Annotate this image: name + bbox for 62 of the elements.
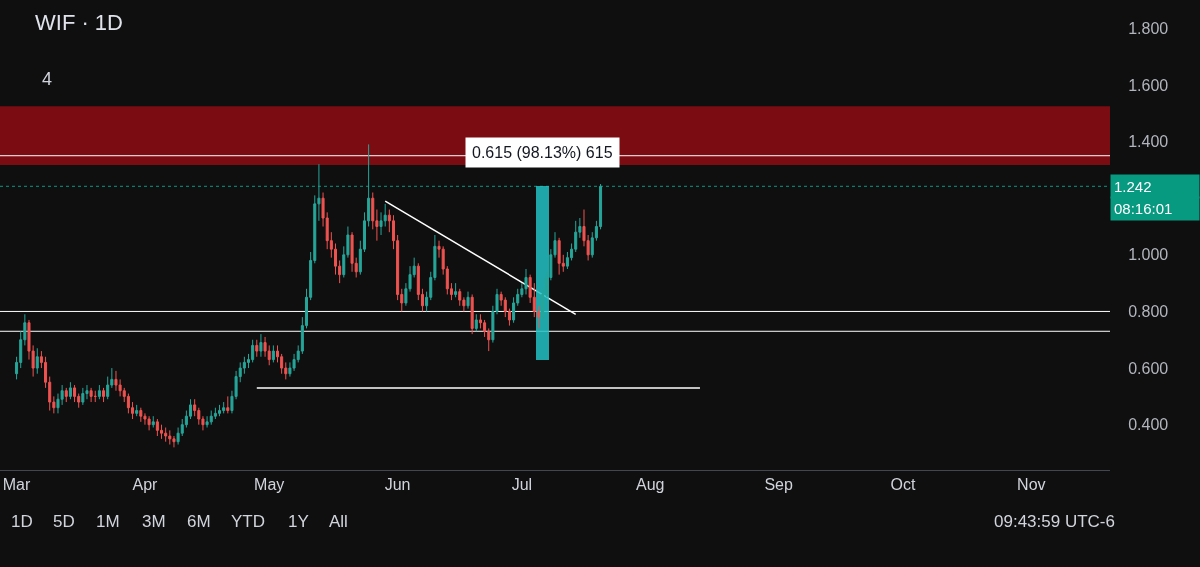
- candlestick: [168, 429, 172, 446]
- candlestick: [557, 237, 561, 276]
- candlestick: [271, 344, 275, 363]
- candlestick: [470, 293, 474, 335]
- candlestick: [218, 404, 222, 417]
- x-tick-label: Jun: [384, 476, 411, 494]
- annotation: 4: [42, 69, 53, 89]
- ref-line-label: 1.242: [1114, 178, 1152, 195]
- text: 6M: [187, 512, 211, 531]
- text: 08:16:01: [1114, 200, 1173, 217]
- text: 09:43:59 UTC-6: [994, 512, 1115, 531]
- candlestick: [226, 395, 230, 414]
- candlestick: [454, 282, 458, 298]
- candlestick: [143, 412, 147, 426]
- y-tick-label: 0.600: [1128, 359, 1169, 377]
- candlestick: [524, 268, 528, 295]
- candlestick: [466, 291, 470, 310]
- text: All: [329, 512, 348, 531]
- candlestick: [474, 313, 478, 332]
- candlestick: [81, 387, 85, 406]
- text: 1D: [11, 512, 33, 531]
- candlestick: [97, 384, 101, 400]
- candlestick: [259, 333, 263, 358]
- candlestick: [222, 401, 226, 414]
- x-tick-label: Mar: [2, 476, 32, 494]
- candlestick: [135, 404, 139, 417]
- candlestick: [114, 370, 118, 392]
- candlestick: [147, 415, 151, 431]
- candlestick: [205, 415, 209, 429]
- x-tick-label: Sep: [764, 476, 793, 494]
- y-tick-label: 1.600: [1128, 76, 1169, 94]
- text: 3M: [142, 512, 166, 531]
- candlestick: [35, 347, 39, 375]
- text: 1Y: [288, 512, 309, 531]
- candlestick: [155, 418, 159, 437]
- x-tick-label: Oct: [890, 476, 916, 494]
- x-tick-label: Nov: [1017, 476, 1046, 494]
- y-tick-label: 1.000: [1128, 246, 1169, 264]
- candlestick: [89, 387, 93, 403]
- y-tick-label: 1.800: [1128, 19, 1169, 37]
- candlestick: [209, 410, 213, 426]
- text: YTD: [231, 512, 265, 531]
- candlestick: [64, 387, 68, 403]
- text: 5D: [53, 512, 75, 531]
- candlestick: [68, 381, 72, 400]
- candlestick: [164, 427, 168, 443]
- y-tick-label: 1.400: [1128, 133, 1169, 151]
- candlestick: [255, 339, 259, 358]
- x-tick-label: May: [254, 476, 285, 494]
- candlestick: [458, 288, 462, 307]
- y-tick-label: 0.800: [1128, 303, 1169, 321]
- text: 1M: [96, 512, 120, 531]
- candlestick: [350, 231, 354, 273]
- candlestick: [139, 407, 143, 423]
- y-tick-label: 0.400: [1128, 416, 1169, 434]
- x-tick-label: Apr: [132, 476, 159, 494]
- text: WIF · 1D: [35, 9, 123, 35]
- candlestick: [102, 387, 106, 403]
- x-tick-label: Jul: [511, 476, 533, 494]
- x-tick-label: Aug: [636, 476, 665, 494]
- annotation: 0.615 (98.13%) 615: [472, 144, 613, 161]
- candlestick: [151, 415, 155, 429]
